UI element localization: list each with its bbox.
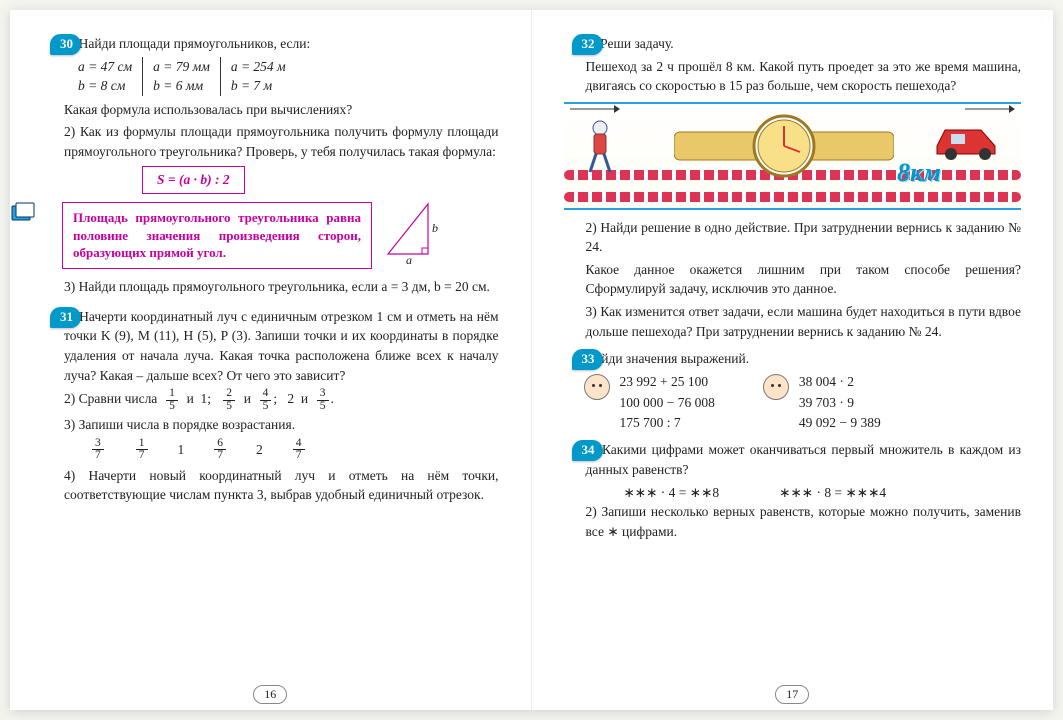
t31-fracs: 37 17 1 67 2 47 (90, 438, 499, 462)
distance-label: 8км (897, 154, 941, 192)
wristwatch-icon (674, 112, 894, 180)
t33-col1: 23 992 + 25 100 100 000 − 76 008 175 700… (620, 372, 715, 435)
t34-p1: 1) Какими цифрами может оканчиваться пер… (586, 440, 1022, 479)
t30-p1: 1) Найди площади прямоугольников, если: (64, 34, 499, 54)
girl-face-icon (584, 374, 610, 400)
t31-p2: 2) Сравни числа 15 и 1; 25 и 45; 2 и 35. (64, 388, 499, 412)
t30-p3: 3) Найди площадь прямоугольного треуголь… (64, 277, 499, 297)
t33-col2: 38 004 · 2 39 703 · 9 49 092 − 9 389 (799, 372, 881, 435)
t30-theorem: Площадь прямоугольного треугольника равн… (62, 202, 372, 269)
t30-col-3: a = 254 м b = 7 м (220, 57, 296, 96)
t32-p2b: Какое данное окажется лишним при таком с… (586, 260, 1022, 299)
t30-col-1: a = 47 см b = 8 см (78, 57, 142, 96)
task-number-33: 33 (572, 349, 603, 370)
t31-p2-lead: 2) Сравни числа (64, 391, 157, 406)
road-line-2 (564, 192, 1022, 202)
t34-eq2: ∗∗∗ · 8 = ∗∗∗4 (779, 483, 886, 503)
t33-expressions: 23 992 + 25 100 100 000 − 76 008 175 700… (584, 372, 1022, 435)
page-left: 30 1) Найди площади прямоугольников, есл… (10, 10, 532, 710)
page-number-right: 17 (775, 685, 809, 704)
arrow-right-icon (965, 102, 1015, 116)
t30-p2: 2) Как из формулы площади прямоугольника… (64, 122, 499, 161)
triangle-icon: b a (382, 200, 442, 271)
task-number-30: 30 (50, 34, 81, 55)
task-number-31: 31 (50, 307, 81, 328)
textbook-spread: 30 1) Найди площади прямоугольников, есл… (10, 10, 1053, 710)
notes-icon (10, 202, 36, 224)
t31-p1: 1) Начерти координатный луч с единичным … (64, 307, 499, 385)
task-number-34: 34 (572, 440, 603, 461)
t33-e3: 175 700 : 7 (620, 413, 715, 434)
t33-e2: 100 000 − 76 008 (620, 393, 715, 414)
car-icon (933, 120, 1003, 162)
t30-ab-grid: a = 47 см b = 8 см a = 79 мм b = 6 мм a … (78, 57, 499, 96)
svg-text:a: a (406, 253, 412, 266)
boy-face-icon (763, 374, 789, 400)
t32-story: Пешеход за 2 ч прошёл 8 км. Какой путь п… (586, 57, 1022, 96)
t34-eq1: ∗∗∗ · 4 = ∗∗8 (624, 483, 720, 503)
t30-c2-a: a = 79 мм (153, 57, 210, 77)
t30-c2-b: b = 6 мм (153, 76, 210, 96)
t32-p2: 2) Найди решение в одно действие. При за… (586, 218, 1022, 257)
svg-text:b: b (432, 221, 438, 235)
t33-e6: 49 092 − 9 389 (799, 413, 881, 434)
t32-p1: 1) Реши задачу. (586, 34, 1022, 54)
t33-e5: 39 703 · 9 (799, 393, 881, 414)
t30-c1-a: a = 47 см (78, 57, 132, 77)
arrow-left-icon (570, 102, 620, 116)
t30-c3-a: a = 254 м (231, 57, 286, 77)
t34-p2: 2) Запиши несколько верных равенств, кот… (586, 502, 1022, 541)
t34-equations: ∗∗∗ · 4 = ∗∗8 ∗∗∗ · 8 = ∗∗∗4 (624, 483, 1022, 503)
t30-formula: S = (a · b) : 2 (142, 166, 245, 194)
t31-p4: 4) Начерти новый координатный луч и отме… (64, 466, 499, 505)
t30-p1q: Какая формула использовалась при вычисле… (64, 100, 499, 120)
t33-title: Найди значения выражений. (586, 349, 1022, 369)
page-right: 32 1) Реши задачу. Пешеход за 2 ч прошёл… (532, 10, 1054, 710)
page-number-left: 16 (253, 685, 287, 704)
t32-illustration: 8км (564, 102, 1022, 210)
t30-col-2: a = 79 мм b = 6 мм (142, 57, 220, 96)
t30-c3-b: b = 7 м (231, 76, 286, 96)
pedestrian-icon (582, 118, 618, 174)
t33-e1: 23 992 + 25 100 (620, 372, 715, 393)
t30-c1-b: b = 8 см (78, 76, 132, 96)
t30-theorem-row: Площадь прямоугольного треугольника равн… (62, 200, 499, 271)
task-number-32: 32 (572, 34, 603, 55)
t32-p3: 3) Как изменится ответ задачи, если маши… (586, 302, 1022, 341)
t33-e4: 38 004 · 2 (799, 372, 881, 393)
t31-p3: 3) Запиши числа в порядке возрастания. (64, 415, 499, 435)
